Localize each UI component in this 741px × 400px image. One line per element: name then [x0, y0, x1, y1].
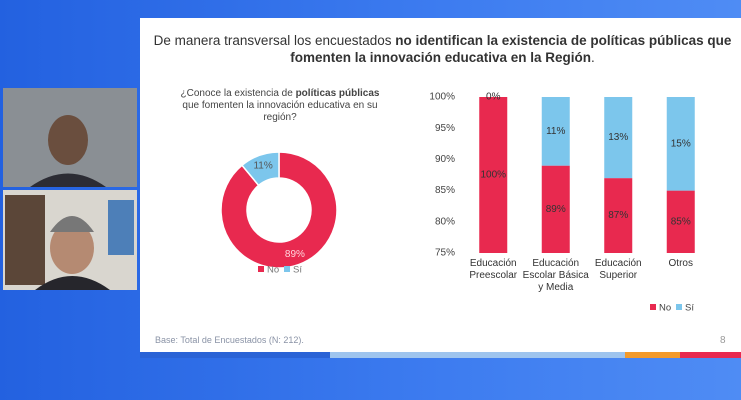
bar-segment	[541, 97, 570, 166]
data-label: 11%	[253, 160, 272, 171]
text-part: ¿Conoce la existencia de	[180, 88, 296, 99]
legend-swatch	[284, 266, 290, 272]
text-part: que fomenten la innovación educativa en …	[182, 100, 378, 123]
data-label: 87%	[608, 210, 628, 221]
video-tile	[3, 88, 137, 187]
y-tick-label: 80%	[435, 216, 455, 227]
pie-slice	[220, 151, 338, 269]
legend-swatch	[258, 266, 264, 272]
data-label: 89%	[285, 249, 305, 260]
legend-label: Sí	[685, 303, 694, 314]
bar-segment	[604, 178, 633, 253]
stripe	[680, 352, 741, 358]
legend-label: No	[659, 303, 671, 314]
data-label: 13%	[608, 132, 628, 143]
legend-label: No	[267, 265, 279, 276]
x-tick-label: Otros	[668, 258, 693, 269]
y-tick-label: 95%	[435, 123, 455, 134]
legend-label: Sí	[293, 265, 302, 276]
bar-segment	[666, 190, 695, 253]
data-label: 11%	[546, 126, 565, 137]
slide-title: De manera transversal los encuestados no…	[150, 32, 735, 66]
stripe	[625, 352, 680, 358]
footnote: Base: Total de Encuestados (N: 212).	[155, 335, 304, 345]
pie-slice	[240, 151, 280, 187]
stripe	[140, 352, 330, 358]
y-tick-label: 90%	[435, 154, 455, 165]
text-part: .	[591, 50, 595, 65]
y-tick-label: 85%	[435, 185, 455, 196]
x-tick-label: Educación Escolar Básica y Media	[522, 258, 589, 293]
bar-segment	[666, 97, 695, 191]
y-tick-label: 100%	[429, 92, 455, 103]
y-tick-label: 75%	[435, 248, 455, 259]
data-label: 100%	[480, 170, 506, 181]
x-tick-label: Educación Preescolar	[469, 258, 518, 281]
stripe	[330, 352, 625, 358]
page-number: 8	[720, 335, 726, 346]
text-part: De manera transversal los encuestados	[153, 33, 396, 48]
video-tile	[3, 190, 137, 290]
bar-segment	[541, 165, 570, 253]
data-label: 15%	[671, 138, 691, 149]
data-label: 89%	[546, 204, 566, 215]
x-tick-label: Educación Superior	[594, 258, 642, 281]
legend-swatch	[676, 304, 682, 310]
bar-segment	[479, 97, 508, 253]
text-part: políticas públicas	[295, 88, 380, 99]
legend-swatch	[650, 304, 656, 310]
data-label: 85%	[671, 216, 691, 227]
data-label: 0%	[486, 92, 501, 103]
text-part: no identifican la existencia de política…	[290, 33, 732, 65]
pie-title: ¿Conoce la existencia de políticas públi…	[180, 88, 380, 124]
bar-segment	[604, 97, 633, 179]
